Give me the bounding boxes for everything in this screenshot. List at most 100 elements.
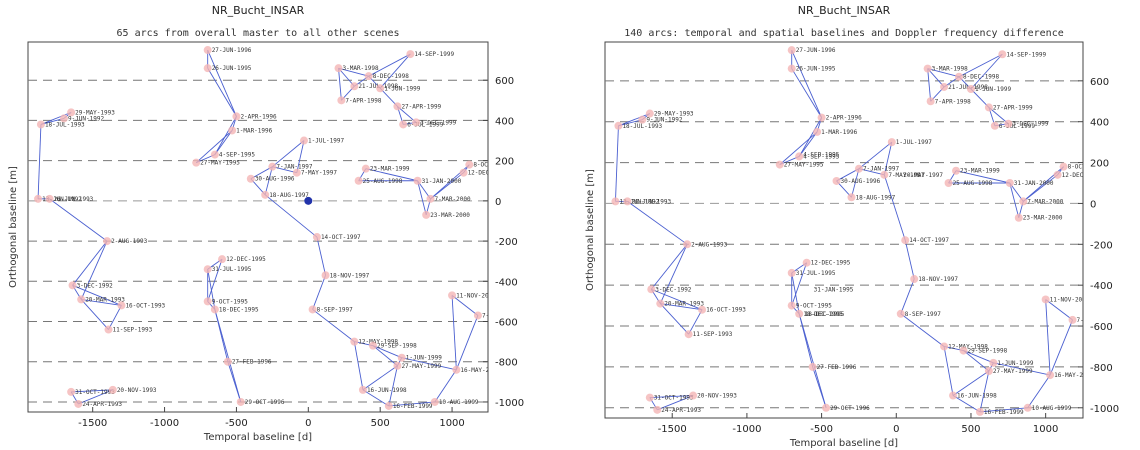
arc-line xyxy=(338,67,369,77)
arc-line xyxy=(651,288,703,311)
scene-date-label: 16-JUN-1998 xyxy=(957,393,997,400)
scene-point xyxy=(653,405,662,414)
chart-title: NR_Bucht_INSAR xyxy=(212,4,305,17)
x-tick-label: 500 xyxy=(371,418,390,429)
scene-date-label: 29-OCT-1996 xyxy=(245,399,285,406)
scene-date-label: 18-NOV-1997 xyxy=(918,276,958,283)
arc-line xyxy=(779,131,818,165)
arc-line xyxy=(927,68,960,78)
arc-line xyxy=(970,53,1003,90)
x-tick-label: 1000 xyxy=(1033,424,1058,435)
arc-line xyxy=(430,172,464,200)
x-axis-label: Temporal baseline [d] xyxy=(789,438,898,449)
scene-point xyxy=(949,391,958,400)
scene-point xyxy=(384,401,393,410)
arc-line xyxy=(272,140,305,168)
arc-line xyxy=(312,309,355,342)
scene-date-label: 29-MAY-1993 xyxy=(654,111,694,118)
scene-point xyxy=(1041,295,1050,304)
y-tick-label: -600 xyxy=(495,318,518,329)
arc-line xyxy=(362,365,398,391)
arc-line xyxy=(312,275,326,310)
scene-date-label: 2-AUG-1993 xyxy=(691,241,728,248)
arc-line xyxy=(214,116,237,155)
scene-point xyxy=(406,50,415,59)
arc-line xyxy=(417,180,427,216)
scene-date-label: 11-SEP-1993 xyxy=(113,327,153,334)
arc-line xyxy=(979,370,990,412)
scene-point xyxy=(364,72,373,81)
arc-line xyxy=(688,309,703,335)
scene-point xyxy=(638,115,647,124)
scene-point xyxy=(203,64,212,73)
scene-point xyxy=(787,64,796,73)
scene-date-label: 7-NOV-2000 xyxy=(482,312,519,319)
arc-line xyxy=(993,362,1051,376)
scene-date-label: 7-MAR-2000 xyxy=(435,196,472,203)
scene-point xyxy=(292,168,301,177)
scene-point xyxy=(218,255,227,264)
scene-date-label: 7-JAN-1997 xyxy=(276,164,313,171)
baseline-star-chart: NR_Bucht_INSAR 65 arcs from overall maste… xyxy=(8,4,524,443)
arc-line xyxy=(791,49,823,118)
arc-line xyxy=(952,395,981,413)
arc-line xyxy=(451,295,479,316)
scene-point xyxy=(36,120,45,129)
scene-date-label: 23-MAR-1999 xyxy=(960,168,1000,175)
y-tick-label: -200 xyxy=(1090,240,1113,251)
scene-point xyxy=(832,176,841,185)
arc-line xyxy=(207,49,237,117)
scene-date-label: 16-JUN-1998 xyxy=(367,387,407,394)
scene-date-label: 1-MAR-1996 xyxy=(821,129,858,136)
scene-date-label: 8-OCT-2000 xyxy=(473,162,510,169)
y-tick-label: -800 xyxy=(495,358,518,369)
arc-line xyxy=(397,106,417,123)
scene-point xyxy=(684,330,693,339)
y-tick-label: -400 xyxy=(495,277,518,288)
scene-date-label: 1-MAR-1996 xyxy=(236,127,273,134)
scene-date-label: 7-APR-1998 xyxy=(345,97,382,104)
scene-point xyxy=(813,127,822,136)
arc-line xyxy=(451,295,457,370)
arc-line xyxy=(836,168,860,182)
scene-date-label: 16-MAY-2000 xyxy=(460,367,500,374)
arc-line xyxy=(883,174,906,241)
arc-line xyxy=(900,313,945,347)
scene-date-label: 9-OCT-1995 xyxy=(212,298,249,305)
arc-line xyxy=(858,168,885,176)
scene-point xyxy=(203,297,212,306)
scene-date-label: 27-JUN-1996 xyxy=(796,47,836,54)
scene-date-label: 18-DEC-1995 xyxy=(219,306,259,313)
scene-point xyxy=(955,72,964,81)
x-tick-label: -500 xyxy=(225,418,248,429)
plot-area: 27-JUN-1996 26-JUN-1995 3-MAR-1998 14-SEP-1… xyxy=(34,46,519,410)
scene-point xyxy=(203,46,212,55)
arc-line xyxy=(207,67,237,117)
scene-point xyxy=(645,393,654,402)
scene-point xyxy=(350,337,359,346)
scene-point xyxy=(822,403,831,412)
scene-date-label: 8-OCT-2000 xyxy=(1068,164,1105,171)
scene-date-label: 7-NOV-2000 xyxy=(1077,317,1114,324)
scene-point xyxy=(689,391,698,400)
arc-line xyxy=(851,168,860,198)
scene-point xyxy=(312,233,321,242)
arc-line xyxy=(943,346,954,396)
arc-line xyxy=(988,107,1009,125)
arc-line xyxy=(207,269,216,310)
scene-point xyxy=(393,102,402,111)
scene-point xyxy=(854,164,863,173)
scene-date-label: 30-AUG-1996 xyxy=(255,176,295,183)
arc-line xyxy=(40,111,72,125)
scene-date-label: 20-NOV-1993 xyxy=(117,387,157,394)
x-tick-label: -500 xyxy=(810,424,833,435)
arc-line xyxy=(250,166,273,180)
arc-line xyxy=(618,119,643,127)
scene-point xyxy=(103,237,112,246)
scene-point xyxy=(74,399,83,408)
x-tick-label: -1500 xyxy=(658,424,687,435)
scene-point xyxy=(614,121,623,130)
scene-date-label: 18-AUG-1997 xyxy=(269,192,309,199)
scene-point xyxy=(413,176,422,185)
scene-date-label: 8-SEP-1997 xyxy=(905,311,942,318)
